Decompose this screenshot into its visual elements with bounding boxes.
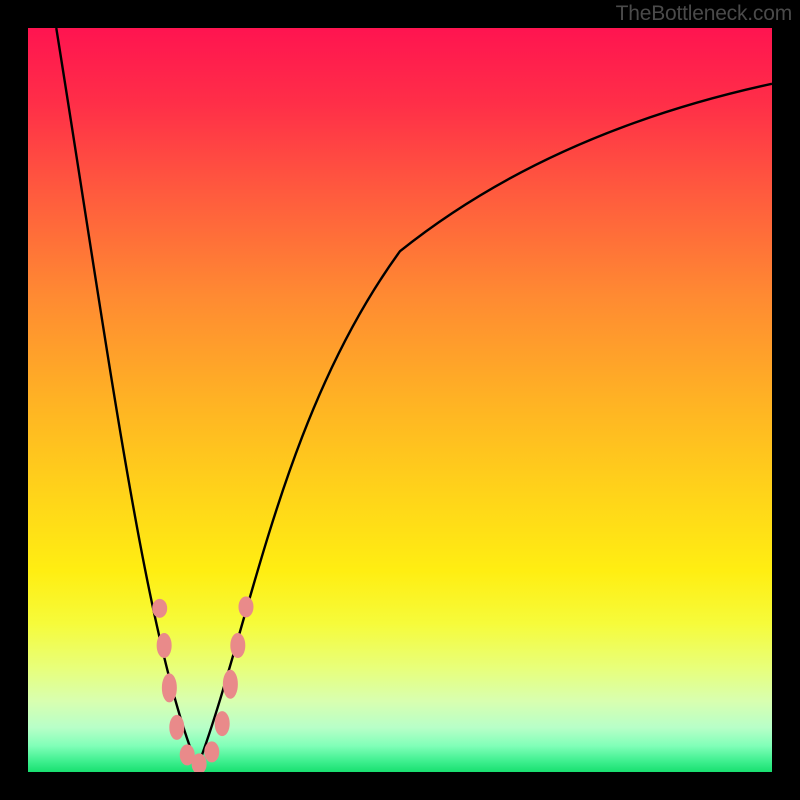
curve-marker [153,599,167,617]
curve-marker [162,674,176,702]
curve-layer [28,28,772,772]
plot-area [28,28,772,772]
curve-marker [231,634,245,658]
curve-marker [239,597,253,617]
curve-marker [157,634,171,658]
watermark-text: TheBottleneck.com [616,2,792,26]
curve-marker [192,754,206,772]
curve-markers [153,597,253,772]
curve-marker [170,715,184,739]
curve-marker [223,670,237,698]
curve-marker [215,712,229,736]
curve-marker [205,742,219,762]
chart-frame: TheBottleneck.com [0,0,800,800]
